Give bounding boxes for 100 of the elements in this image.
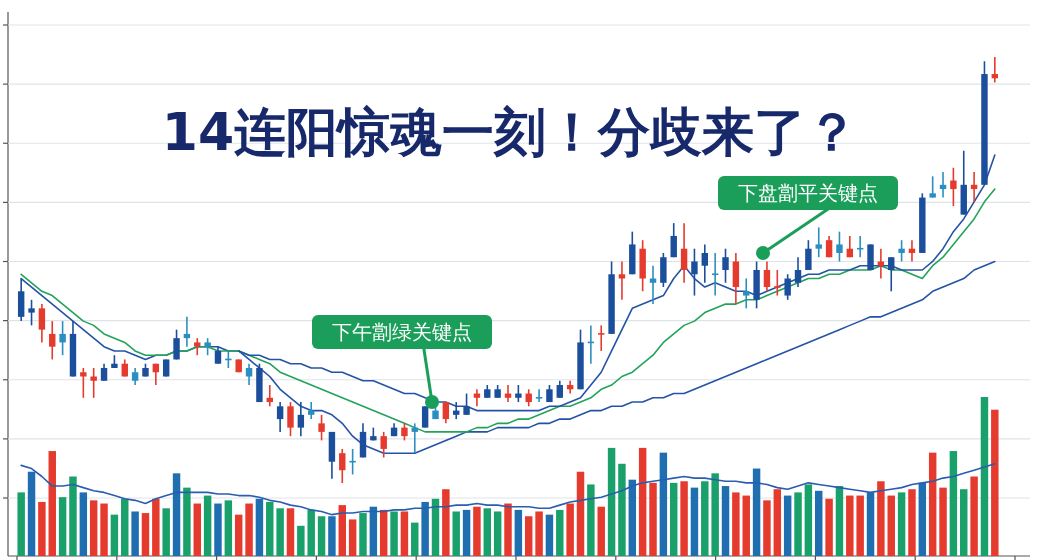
bar — [245, 503, 253, 556]
bar — [670, 482, 678, 556]
bar — [297, 525, 305, 556]
bar — [928, 452, 937, 556]
bar — [483, 508, 492, 556]
bar — [203, 495, 212, 556]
bar — [411, 522, 419, 556]
bar — [991, 409, 999, 556]
candlestick — [950, 166, 957, 207]
bar — [69, 476, 77, 556]
bar — [701, 481, 709, 556]
bar — [576, 471, 585, 556]
candlestick — [339, 448, 346, 484]
bar — [607, 447, 616, 556]
candlestick — [888, 256, 895, 293]
bar — [825, 498, 833, 556]
bar — [514, 509, 523, 556]
bar — [266, 501, 274, 556]
candlestick — [49, 320, 56, 361]
candlestick — [836, 230, 843, 263]
bar — [307, 509, 315, 556]
bar — [421, 501, 429, 556]
bar — [524, 516, 533, 556]
candlestick — [318, 414, 325, 442]
candlestick — [784, 273, 791, 301]
candlestick — [680, 222, 688, 284]
bar — [162, 508, 170, 556]
bar — [970, 476, 978, 556]
candlestick — [805, 239, 812, 271]
bar — [877, 481, 885, 556]
bar — [763, 500, 771, 556]
bar — [783, 495, 792, 556]
bar — [442, 489, 450, 556]
bar — [835, 486, 844, 556]
bar — [949, 451, 958, 556]
candlestick — [929, 175, 936, 199]
bar — [379, 509, 388, 556]
candlestick — [287, 401, 294, 437]
bar — [317, 516, 326, 556]
candlestick — [28, 299, 35, 327]
bar — [493, 511, 502, 556]
candlestick — [90, 367, 97, 399]
candlestick — [380, 431, 387, 459]
bar — [711, 473, 719, 556]
text: 14连阳惊魂一刻！分歧来了？ — [161, 102, 859, 162]
candlestick — [245, 362, 253, 386]
bar — [121, 498, 129, 556]
bar — [794, 492, 802, 556]
candlestick — [691, 247, 698, 297]
bar — [980, 397, 989, 556]
bar — [918, 482, 927, 556]
candlestick — [701, 243, 709, 284]
bar — [545, 514, 554, 556]
bar — [887, 495, 895, 556]
candlestick — [815, 226, 822, 259]
bar — [846, 495, 854, 556]
bar — [556, 509, 564, 556]
bar — [452, 511, 460, 556]
bar — [535, 511, 543, 556]
bar — [908, 489, 916, 556]
candlestick — [774, 269, 781, 297]
bar — [960, 489, 968, 556]
bar — [597, 506, 605, 556]
bar — [690, 487, 699, 556]
bar — [587, 484, 595, 556]
candlestick — [877, 247, 885, 280]
bar — [110, 514, 119, 556]
candlestick — [276, 401, 284, 433]
bar — [183, 487, 191, 556]
bar — [79, 492, 88, 556]
bar — [618, 463, 626, 556]
bar — [773, 489, 782, 556]
bar — [234, 514, 243, 556]
bar — [390, 511, 398, 556]
bar — [856, 495, 864, 556]
bar — [680, 481, 688, 556]
bar — [27, 471, 36, 556]
bar — [214, 503, 222, 556]
bar — [566, 503, 574, 556]
candlestick — [442, 401, 450, 425]
bar — [659, 452, 668, 556]
bar — [752, 468, 761, 556]
candlestick — [711, 252, 719, 297]
bar — [638, 447, 647, 556]
bar — [348, 519, 357, 556]
candlestick — [598, 324, 605, 352]
candlestick — [297, 401, 305, 437]
bar — [628, 479, 637, 556]
bar — [17, 492, 25, 556]
bar — [431, 498, 440, 556]
bar — [338, 505, 346, 556]
bar — [504, 503, 512, 556]
candlestick — [898, 239, 905, 263]
candlestick — [173, 328, 180, 361]
candlestick — [38, 303, 46, 344]
bar — [276, 508, 284, 556]
bar — [286, 508, 295, 556]
annotation: 下盘劏平关键点 — [718, 176, 898, 260]
candlestick — [349, 448, 356, 476]
annotation: 下午劏绿关键点 — [332, 320, 472, 344]
